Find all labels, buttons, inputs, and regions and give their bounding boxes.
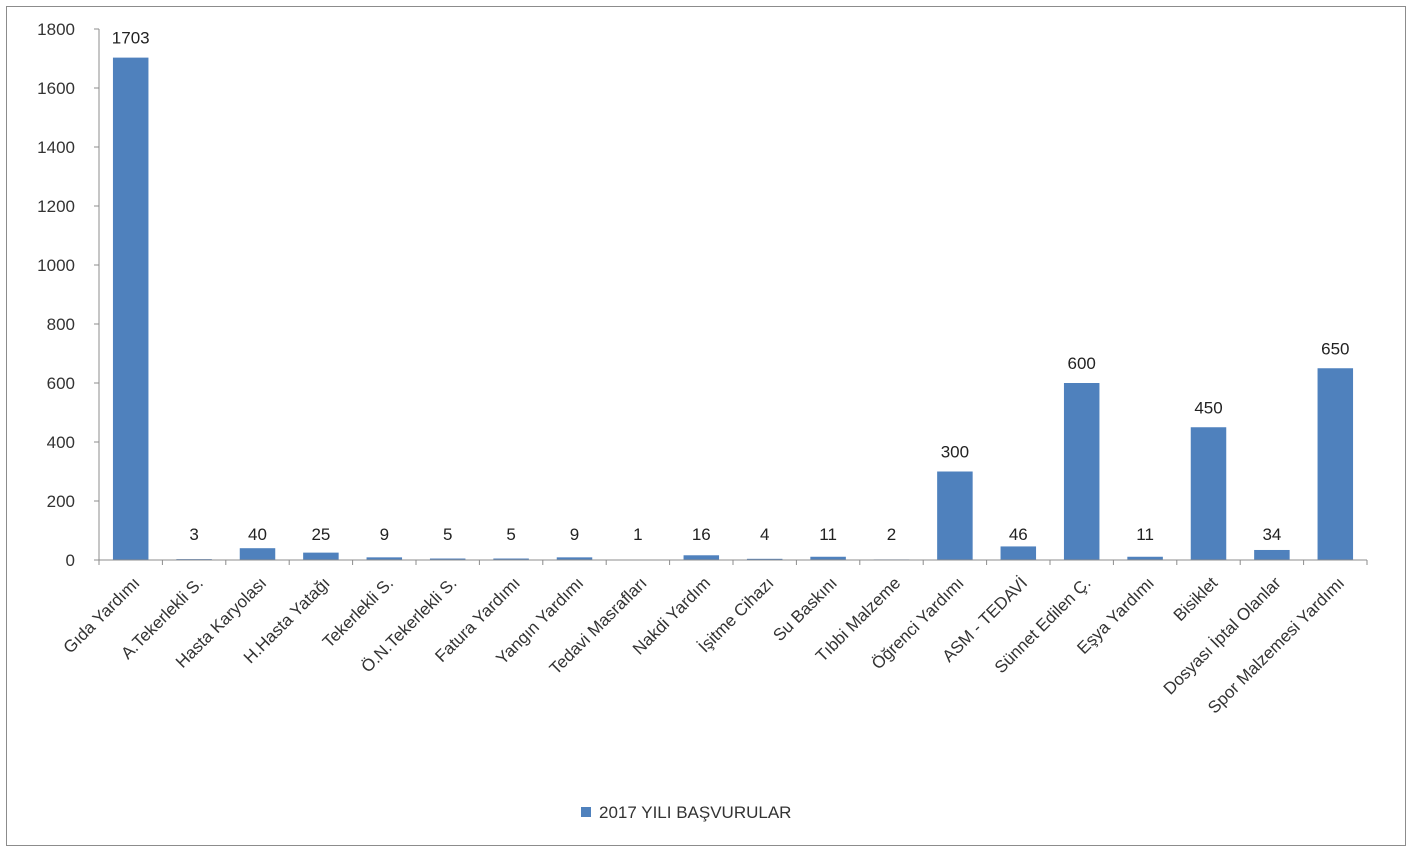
y-tick-label: 400: [47, 433, 75, 452]
bar: [1190, 427, 1227, 560]
data-label: 34: [1262, 525, 1281, 544]
bar: [937, 471, 973, 560]
bar: [493, 558, 529, 560]
data-label: 11: [1136, 525, 1154, 544]
x-tick-label: Bisiklet: [1170, 573, 1222, 625]
y-tick-label: 1800: [37, 20, 75, 39]
y-tick-label: 800: [47, 315, 75, 334]
x-tick-label: Dosyası İptal Olanlar: [1160, 573, 1285, 698]
data-label: 5: [506, 525, 515, 544]
y-tick-label: 1200: [37, 197, 75, 216]
legend-swatch: [581, 807, 591, 817]
data-label: 25: [311, 525, 330, 544]
legend-label: 2017 YILI BAŞVURULAR: [599, 803, 791, 822]
bar: [1000, 546, 1037, 560]
data-label: 16: [692, 525, 711, 544]
bar: [1063, 383, 1100, 560]
y-tick-label: 1400: [37, 138, 75, 157]
data-label: 9: [380, 525, 389, 544]
data-label: 40: [248, 525, 267, 544]
data-label: 300: [941, 443, 969, 462]
bar: [112, 57, 149, 561]
bar: [366, 557, 403, 560]
data-label: 1703: [112, 29, 150, 48]
data-label: 650: [1321, 339, 1349, 358]
data-label: 9: [570, 525, 579, 544]
data-label: 600: [1068, 354, 1096, 373]
y-tick-label: 0: [66, 551, 75, 570]
bar: [1317, 368, 1354, 560]
bar: [556, 557, 593, 560]
data-label: 46: [1009, 525, 1028, 544]
bar: [429, 558, 466, 560]
data-label: 1: [633, 525, 642, 544]
y-tick-label: 1000: [37, 256, 75, 275]
bar: [239, 548, 276, 560]
data-label: 5: [443, 525, 452, 544]
data-label: 4: [760, 525, 769, 544]
bar: [1254, 549, 1290, 560]
chart-frame: 0 200 400 600 800 1000 1200 1400 1600 1800 1703 3 4…: [6, 6, 1406, 846]
y-tick-label: 600: [47, 374, 75, 393]
data-label: 450: [1194, 398, 1222, 417]
data-label: 3: [189, 525, 198, 544]
data-label: 11: [819, 525, 837, 544]
y-tick-label: 200: [47, 492, 75, 511]
bar: [303, 552, 339, 560]
bar: [683, 555, 720, 560]
bar: [746, 558, 783, 560]
y-tick-label: 1600: [37, 79, 75, 98]
bar: [1127, 556, 1163, 560]
bar: [810, 556, 846, 560]
data-label: 2: [887, 525, 896, 544]
